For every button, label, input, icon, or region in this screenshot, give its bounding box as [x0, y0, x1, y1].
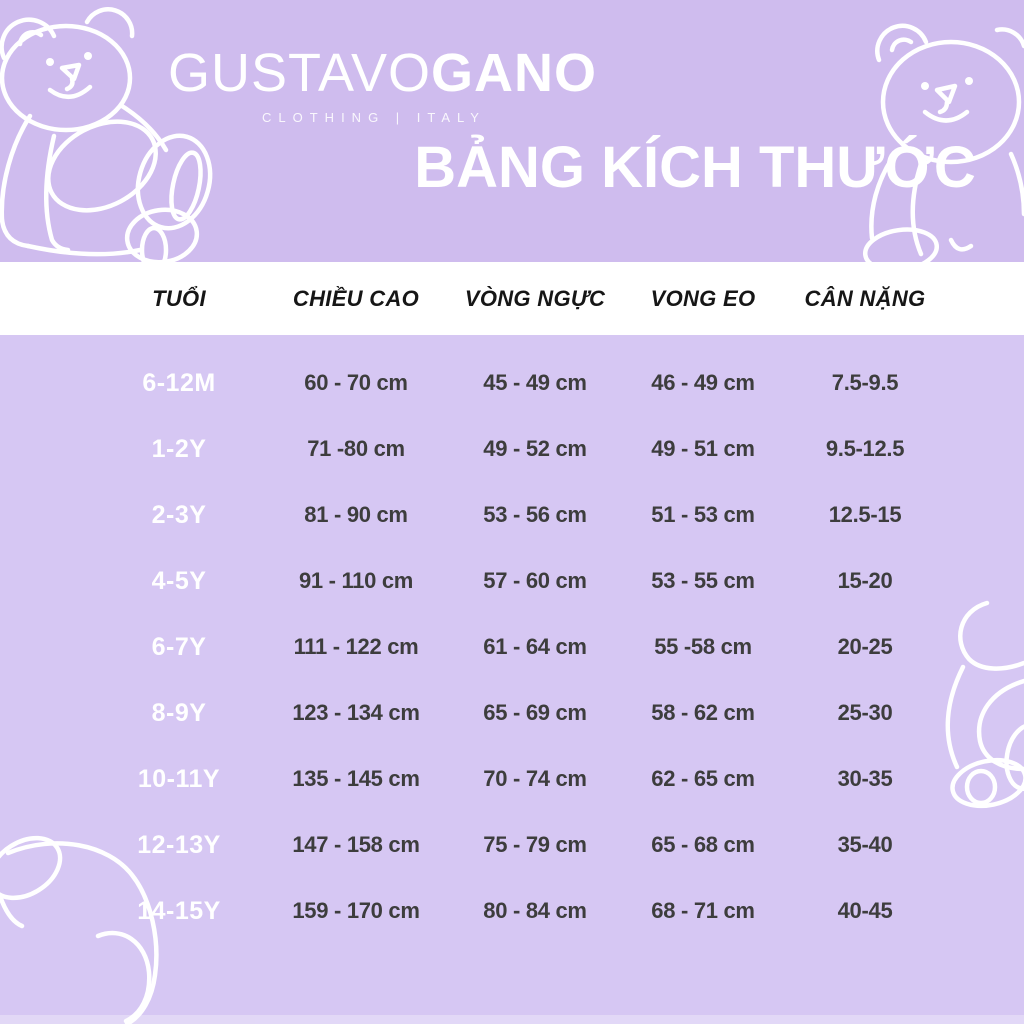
waist-cell: 46 - 49 cm [651, 370, 755, 395]
bottom-strip [0, 1015, 1024, 1024]
brand-name-regular: GUSTAVO [168, 43, 432, 103]
waist-cell: 62 - 65 cm [651, 766, 755, 791]
column-header-waist: VONG EO [650, 285, 756, 311]
column-header-chest: VÒNG NGỰC [464, 285, 606, 311]
weight-cell: 9.5-12.5 [825, 436, 905, 461]
weight-cell: 25-30 [837, 700, 893, 725]
chest-cell: 49 - 52 cm [483, 436, 587, 461]
table-row: 6-12M 60 - 70 cm 45 - 49 cm 46 - 49 cm 7… [93, 350, 1024, 416]
teddy-bear-top-left-icon [0, 7, 213, 262]
height-cell: 60 - 70 cm [304, 370, 408, 395]
height-cell: 147 - 158 cm [292, 832, 420, 857]
table-row: 1-2Y 71 -80 cm 49 - 52 cm 49 - 51 cm 9.5… [93, 416, 1024, 482]
column-header-age: TUỔI [152, 285, 206, 311]
column-header-height: CHIỀU CAO [292, 285, 420, 311]
brand-name-bold: GANO [431, 43, 598, 103]
chest-cell: 57 - 60 cm [483, 568, 587, 593]
height-cell: 81 - 90 cm [304, 502, 408, 527]
weight-cell: 7.5-9.5 [831, 370, 899, 395]
chest-cell: 65 - 69 cm [483, 700, 587, 725]
height-cell: 135 - 145 cm [292, 766, 420, 791]
column-header-weight: CÂN NẶNG [804, 285, 926, 311]
age-cell: 14-15Y [137, 896, 221, 925]
table-row: 2-3Y 81 - 90 cm 53 - 56 cm 51 - 53 cm 12… [93, 482, 1024, 548]
age-cell: 6-7Y [151, 632, 207, 661]
weight-cell: 20-25 [837, 634, 893, 659]
brand-name: GUSTAVOGANO [168, 43, 596, 103]
size-table: 6-12M 60 - 70 cm 45 - 49 cm 46 - 49 cm 7… [0, 335, 1024, 1024]
page-title: BẢNG KÍCH THƯỚC [414, 135, 976, 200]
height-cell: 71 -80 cm [307, 436, 405, 461]
age-cell: 1-2Y [151, 434, 207, 463]
brand-tagline: CLOTHING | ITALY [262, 110, 486, 125]
age-cell: 2-3Y [151, 500, 207, 529]
table-row: 8-9Y 123 - 134 cm 65 - 69 cm 58 - 62 cm … [93, 680, 1024, 746]
waist-cell: 65 - 68 cm [651, 832, 755, 857]
age-cell: 6-12M [142, 368, 216, 397]
age-cell: 12-13Y [137, 830, 221, 859]
waist-cell: 51 - 53 cm [651, 502, 755, 527]
banner: GUSTAVOGANO CLOTHING | ITALY BẢNG KÍCH T… [0, 0, 1024, 262]
chest-cell: 75 - 79 cm [483, 832, 587, 857]
table-row: 6-7Y 111 - 122 cm 61 - 64 cm 55 -58 cm 2… [93, 614, 1024, 680]
height-cell: 159 - 170 cm [292, 898, 420, 923]
table-row: 14-15Y 159 - 170 cm 80 - 84 cm 68 - 71 c… [93, 878, 1024, 944]
waist-cell: 68 - 71 cm [651, 898, 755, 923]
chest-cell: 45 - 49 cm [483, 370, 587, 395]
height-cell: 111 - 122 cm [293, 634, 419, 659]
table-header-row: TUỔI CHIỀU CAO VÒNG NGỰC VONG EO CÂN NẶN… [0, 262, 1024, 335]
waist-cell: 49 - 51 cm [651, 436, 755, 461]
brand-logo: GUSTAVOGANO CLOTHING | ITALY [168, 43, 596, 125]
waist-cell: 58 - 62 cm [651, 700, 755, 725]
height-cell: 123 - 134 cm [292, 700, 420, 725]
table-row: 4-5Y 91 - 110 cm 57 - 60 cm 53 - 55 cm 1… [93, 548, 1024, 614]
age-cell: 8-9Y [151, 698, 207, 727]
weight-cell: 40-45 [837, 898, 893, 923]
age-cell: 10-11Y [137, 764, 221, 793]
waist-cell: 55 -58 cm [654, 634, 752, 659]
weight-cell: 30-35 [837, 766, 893, 791]
weight-cell: 15-20 [837, 568, 893, 593]
waist-cell: 53 - 55 cm [651, 568, 755, 593]
weight-cell: 12.5-15 [828, 502, 902, 527]
chest-cell: 53 - 56 cm [483, 502, 587, 527]
chest-cell: 61 - 64 cm [483, 634, 587, 659]
table-row: 12-13Y 147 - 158 cm 75 - 79 cm 65 - 68 c… [93, 812, 1024, 878]
height-cell: 91 - 110 cm [298, 568, 414, 593]
chest-cell: 80 - 84 cm [483, 898, 587, 923]
weight-cell: 35-40 [837, 832, 893, 857]
age-cell: 4-5Y [151, 566, 207, 595]
table-row: 10-11Y 135 - 145 cm 70 - 74 cm 62 - 65 c… [93, 746, 1024, 812]
chest-cell: 70 - 74 cm [483, 766, 587, 791]
